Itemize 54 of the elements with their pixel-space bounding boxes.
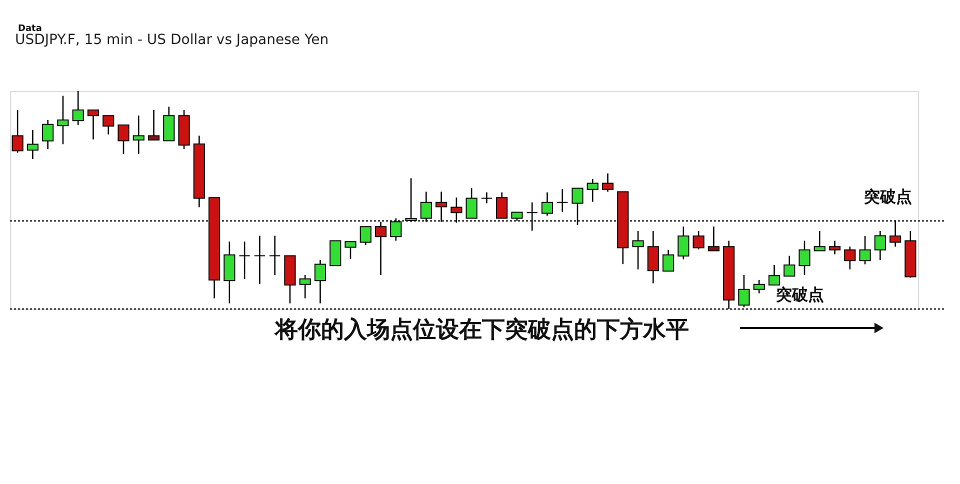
candlestick: [269, 235, 281, 276]
candlestick: [132, 114, 144, 155]
candlestick: [526, 202, 538, 232]
candlestick: [541, 192, 554, 216]
candlestick: [496, 192, 508, 219]
candlestick: [556, 188, 568, 212]
candlestick: [420, 191, 432, 222]
candlestick: [118, 124, 130, 155]
candlestick: [844, 246, 856, 270]
candlestick: [647, 230, 659, 284]
candlestick: [450, 196, 462, 224]
candlestick: [784, 255, 796, 277]
candlestick: [72, 90, 84, 126]
ref-line-label: 突破点: [863, 186, 912, 206]
candlestick: [405, 178, 417, 222]
candlestick: [57, 95, 69, 145]
candlestick: [390, 218, 402, 242]
candlestick: [602, 172, 614, 192]
candlestick: [798, 240, 810, 276]
candlestick: [874, 230, 886, 261]
candlestick: [572, 188, 584, 226]
candlestick: [87, 109, 100, 140]
candlestick: [662, 249, 674, 272]
chart-title: USDJPY.F, 15 min - US Dollar vs Japanese Yen: [15, 32, 329, 48]
candlestick: [692, 230, 704, 250]
candlestick: [586, 178, 598, 202]
candlestick: [480, 192, 492, 204]
candlestick: [814, 230, 826, 252]
candlestick: [26, 129, 38, 160]
candlestick: [859, 235, 871, 265]
candlestick: [466, 188, 478, 219]
candlestick: [360, 226, 372, 246]
candlestick: [890, 220, 902, 248]
candlestick: [102, 114, 114, 136]
candlestick: [828, 240, 841, 255]
candlestick: [12, 109, 24, 154]
candlestick: [374, 221, 387, 276]
ref-line-label: 突破点: [775, 285, 824, 304]
candlestick: [436, 191, 448, 222]
candlestick: [148, 109, 160, 141]
candlestick: [738, 274, 750, 308]
candlestick: [708, 226, 720, 252]
candlestick: [632, 230, 644, 270]
candlestick: [42, 119, 54, 150]
candlestick: [344, 240, 356, 260]
text: Data: [18, 24, 42, 34]
candlestick: [238, 240, 250, 280]
candlestick: [299, 274, 311, 299]
candlestick: [314, 259, 326, 304]
candlestick: [678, 226, 690, 260]
candlestick: [753, 279, 765, 294]
candlestick: [768, 264, 780, 286]
text: 将你的入场点位设在下突破点的下方水平: [274, 316, 689, 343]
candlestick: [254, 235, 266, 285]
